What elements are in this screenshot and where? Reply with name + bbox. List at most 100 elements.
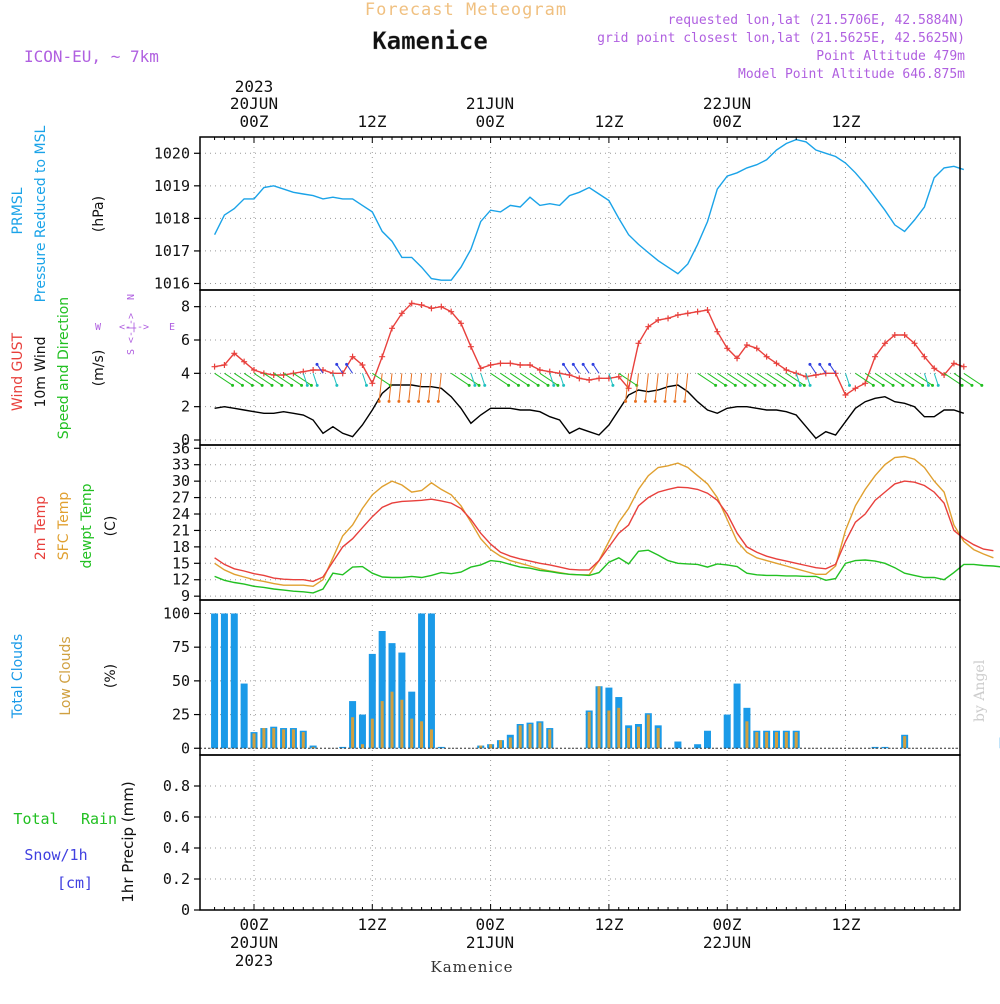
- low-cloud-bar: [785, 732, 788, 748]
- total-cloud-bar: [231, 613, 238, 748]
- watermark: by Angel: [972, 659, 988, 722]
- wind-arrow: [810, 364, 816, 373]
- point-altitude: Point Altitude 479m: [816, 49, 965, 64]
- pressure-label-msl: Pressure Reduced to MSL: [33, 125, 49, 302]
- forecast-title: Forecast Meteogram: [365, 0, 567, 20]
- low-cloud-bar: [647, 715, 650, 749]
- wind-arrow-head: [310, 384, 313, 387]
- wind-arrow-head: [316, 363, 319, 366]
- wind-arrow: [399, 373, 402, 401]
- precip-rain-label: Rain: [81, 810, 117, 828]
- top-time-label-5: 00Z: [713, 112, 742, 131]
- gust-marker: [438, 304, 444, 310]
- wind-arrow: [707, 373, 725, 385]
- wind-arrow-head: [592, 363, 595, 366]
- wind-arrow-head: [673, 400, 676, 403]
- wind-arrow-head: [335, 384, 338, 387]
- wind-arrow-head: [335, 363, 338, 366]
- top-time-label-2: 12Z: [358, 112, 387, 131]
- wind-arrow: [254, 373, 272, 385]
- wind-arrow-head: [921, 384, 924, 387]
- low-cloud-bar: [391, 692, 394, 749]
- wind-arrow-head: [407, 400, 410, 403]
- wind-arrow-head: [280, 384, 283, 387]
- wind-arrow: [419, 373, 422, 401]
- pressure-label-prmsl: PRMSL: [10, 187, 26, 234]
- low-cloud-bar: [765, 732, 768, 748]
- total-cloud-bar: [694, 744, 701, 748]
- wind-arrow-head: [734, 384, 737, 387]
- gust-marker: [704, 307, 710, 313]
- wind-arrow: [675, 373, 678, 401]
- wind-arrow-head: [754, 384, 757, 387]
- gust-marker: [576, 375, 582, 381]
- low-cloud-bar: [381, 701, 384, 748]
- compass-n: N: [126, 294, 137, 300]
- wind-arrow-head: [316, 384, 319, 387]
- wind-arrow: [905, 373, 923, 385]
- ytick-label-p1-0: 1016: [154, 274, 190, 292]
- low-cloud-bar: [617, 708, 620, 748]
- wind-arrow: [964, 373, 982, 385]
- wind-arrow-head: [970, 384, 973, 387]
- ytick-label-p3-6: 27: [172, 489, 190, 507]
- low-cloud-bar: [588, 712, 591, 748]
- low-cloud-bar: [499, 740, 502, 748]
- ytick-label-p1-1: 1017: [154, 242, 190, 260]
- bottom-time-label-1: 00Z: [240, 915, 269, 934]
- wind-arrow-head: [552, 384, 555, 387]
- ytick-label-p5-1: 0.2: [163, 870, 190, 888]
- panel-frame-4: [200, 600, 960, 755]
- wind-arrow: [717, 373, 735, 385]
- ytick-label-p4-1: 25: [172, 706, 190, 724]
- wind-arrow: [767, 373, 785, 385]
- gust-marker: [665, 315, 671, 321]
- gust-marker: [596, 375, 602, 381]
- wind-arrow: [284, 373, 302, 385]
- low-cloud-bar: [745, 721, 748, 748]
- wind-arrow-head: [271, 384, 274, 387]
- wind-arrow: [560, 373, 564, 385]
- wind-arrow-head: [961, 384, 964, 387]
- wind-arrow: [451, 373, 469, 385]
- wind-arrow: [510, 373, 528, 385]
- wind-arrow: [934, 373, 938, 385]
- low-cloud-bar: [755, 732, 758, 748]
- low-cloud-bar: [795, 732, 798, 748]
- wind-arrow-head: [980, 384, 983, 387]
- wind-arrow-head: [808, 363, 811, 366]
- bottom-time-label-5: 00Z: [713, 915, 742, 934]
- pressure-line: [215, 140, 964, 281]
- wind-arrow: [846, 373, 850, 385]
- dewpoint-line: [215, 550, 1000, 593]
- wind-arrow: [593, 364, 599, 373]
- ytick-label-p2-2: 4: [181, 364, 190, 382]
- wind-arrow-head: [644, 400, 647, 403]
- gust-marker: [369, 380, 375, 386]
- gust-marker: [310, 367, 316, 373]
- low-cloud-bar: [607, 711, 610, 749]
- wind-arrow-head: [683, 400, 686, 403]
- low-cloud-bar: [657, 728, 660, 748]
- wind-arrow-head: [517, 384, 520, 387]
- gust-marker: [428, 305, 434, 311]
- wind-arrow: [362, 373, 366, 385]
- ytick-label-p3-9: 36: [172, 439, 190, 457]
- low-cloud-bar: [548, 729, 551, 748]
- wind-arrow-head: [388, 400, 391, 403]
- wind-arrow: [915, 373, 933, 385]
- bottom-day-label-3: 22JUN: [703, 933, 751, 952]
- wind-arrow-head: [290, 384, 293, 387]
- ytick-label-p5-4: 0.8: [163, 777, 190, 795]
- clouds-unit: (%): [103, 664, 119, 688]
- gust-marker: [714, 329, 720, 335]
- wind-arrow: [215, 373, 233, 385]
- top-time-label-3: 00Z: [476, 112, 505, 131]
- compass-arrow-vertical: <-|->: [126, 313, 137, 343]
- wind-arrow-head: [872, 384, 875, 387]
- ytick-label-p3-4: 21: [172, 521, 190, 539]
- ytick-label-p2-3: 6: [181, 331, 190, 349]
- wind-arrow: [698, 373, 716, 385]
- bottom-time-label-4: 12Z: [595, 915, 624, 934]
- wind-arrow-head: [901, 384, 904, 387]
